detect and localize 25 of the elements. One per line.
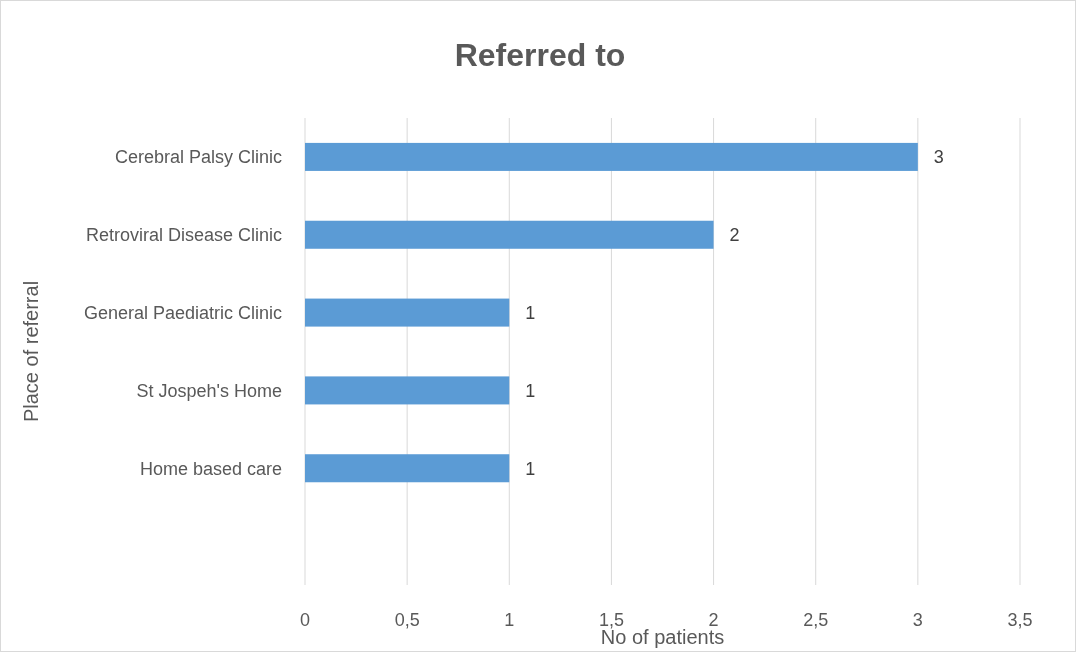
x-tick-label: 0 bbox=[299, 610, 311, 631]
data-label: 1 bbox=[525, 458, 536, 479]
y-tick-label: St Jospeh's Home bbox=[136, 380, 282, 401]
bar bbox=[305, 454, 510, 483]
y-tick-label: General Paediatric Clinic bbox=[83, 302, 282, 323]
y-tick-label: Retroviral Disease Clinic bbox=[85, 225, 282, 246]
bar bbox=[305, 142, 918, 171]
x-tick-label: 1 bbox=[504, 610, 515, 631]
y-axis-title: Place of referral bbox=[20, 280, 42, 423]
y-tick-label: Home based care bbox=[139, 458, 282, 479]
data-label: 3 bbox=[933, 147, 944, 168]
x-tick-label: 3 bbox=[912, 610, 923, 631]
data-label: 2 bbox=[729, 225, 740, 246]
y-tick-label: Cerebral Palsy Clinic bbox=[114, 147, 282, 168]
x-tick-label: 1,5 bbox=[598, 610, 624, 631]
x-tick-label: 2,5 bbox=[803, 610, 829, 631]
data-label: 1 bbox=[525, 380, 536, 401]
chart-title: Referred to bbox=[454, 37, 626, 74]
data-label: 1 bbox=[525, 302, 536, 323]
x-tick-label: 3,5 bbox=[1007, 610, 1033, 631]
bar bbox=[305, 220, 714, 249]
bar bbox=[305, 376, 510, 405]
x-tick-label: 2 bbox=[708, 610, 719, 631]
x-tick-label: 0,5 bbox=[394, 610, 420, 631]
bar bbox=[305, 298, 510, 327]
